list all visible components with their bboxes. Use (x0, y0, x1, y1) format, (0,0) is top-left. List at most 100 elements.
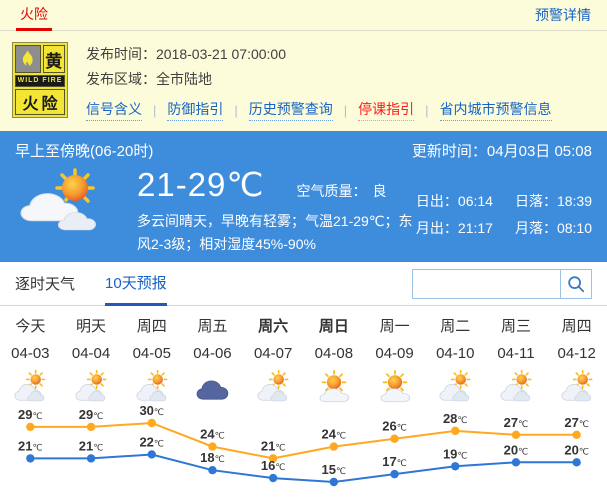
temp-point (390, 469, 399, 479)
forecast-day-column[interactable]: 周五 04-06 (182, 318, 243, 404)
badge-type-char: 火 (22, 96, 39, 113)
partly-cloudy-icon (439, 370, 471, 402)
forecast-day-columns: 今天 04-03 明天 04-04 周四 04-05 周五 04-06 周六 04-07 周日 04-… (0, 318, 607, 404)
day-name: 今天 (15, 318, 46, 335)
warning-link[interactable]: 停课指引 (358, 99, 415, 121)
sunrise-item: 日出：06:14 (415, 193, 493, 209)
partly-cloudy-icon (136, 370, 168, 402)
temperature-range: 21-29℃ (137, 166, 265, 203)
day-name: 周二 (440, 318, 471, 335)
search-button[interactable] (560, 268, 592, 299)
temp-label: 27℃ (504, 415, 529, 430)
moonset-item: 月落：08:10 (514, 220, 592, 236)
publish-time-value: 2018-03-21 07:00:00 (156, 46, 286, 62)
air-quality-label: 空气质量： (296, 183, 367, 199)
forecast-day-column[interactable]: 周日 04-08 (304, 318, 365, 404)
temp-label: 27℃ (564, 415, 589, 430)
link-divider: | (153, 102, 157, 118)
day-date: 04-09 (375, 345, 414, 362)
forecast-day-column[interactable]: 周三 04-11 (486, 318, 547, 404)
warning-info: 发布时间：2018-03-21 07:00:00 发布区域：全市陆地 信号含义 |… (86, 42, 592, 131)
badge-type-char: 险 (41, 96, 58, 113)
forecast-day-column[interactable]: 周四 04-05 (121, 318, 182, 404)
tab-ten-day-forecast[interactable]: 10天预报 (105, 262, 167, 306)
temp-point (147, 418, 156, 428)
temp-label: 19℃ (443, 446, 468, 461)
day-name: 周五 (197, 318, 228, 335)
publish-time-label: 发布时间： (86, 46, 156, 62)
partly-cloudy-icon (500, 370, 532, 402)
badge-top-row: 黄 (15, 45, 65, 73)
temp-point (572, 458, 581, 467)
temp-point (451, 426, 460, 436)
mostly-sunny-icon (380, 370, 410, 403)
forecast-day-column[interactable]: 周六 04-07 (243, 318, 304, 404)
publish-area-value: 全市陆地 (156, 71, 212, 87)
temp-line (30, 453, 577, 484)
temp-point (208, 442, 217, 451)
temp-point (86, 454, 96, 463)
forecast-day-column[interactable]: 明天 04-04 (61, 318, 122, 404)
day-name: 周六 (258, 318, 289, 335)
temp-label: 29℃ (79, 407, 104, 422)
day-name: 周四 (561, 318, 592, 335)
city-search (412, 262, 592, 305)
fire-warning-badge: 黄 WILD FIRE 火 险 (12, 42, 68, 118)
temp-point (268, 454, 278, 463)
link-divider: | (234, 102, 238, 118)
temp-label: 21℃ (261, 438, 286, 453)
temp-point (329, 442, 339, 451)
temp-label: 17℃ (382, 454, 407, 469)
day-date: 04-07 (253, 345, 293, 362)
temp-label: 15℃ (322, 462, 347, 477)
warning-link[interactable]: 省内城市预警信息 (439, 99, 552, 121)
partly-cloudy-icon (257, 370, 289, 402)
warning-link[interactable]: 信号含义 (86, 99, 142, 121)
current-weather-body: 21-29℃ 空气质量： 良 多云间晴天，早晚有轻雾；气温21-29℃；东风2-… (15, 165, 592, 256)
warning-link[interactable]: 历史预警查询 (248, 99, 333, 121)
day-date: 04-12 (557, 345, 596, 362)
temp-point (390, 434, 399, 443)
temp-point (511, 458, 521, 467)
temp-label: 24℃ (322, 427, 347, 442)
day-date: 04-10 (436, 345, 475, 362)
forecast-day-column[interactable]: 周四 04-12 (546, 318, 607, 404)
current-weather-main: 21-29℃ 空气质量： 良 多云间晴天，早晚有轻雾；气温21-29℃；东风2-… (137, 165, 416, 256)
current-weather-panel: 早上至傍晚(06-20时) 更新时间：04月03日 05:08 21-29℃ 空… (0, 131, 607, 262)
warning-detail-link[interactable]: 预警详情 (535, 7, 591, 23)
partly-cloudy-icon (14, 370, 46, 402)
temp-point (511, 430, 521, 439)
weather-description: 多云间晴天，早晚有轻雾；气温21-29℃；东风2-3级；相对湿度45%-90% (137, 213, 413, 252)
badge-band-text: WILD FIRE (15, 75, 65, 87)
day-name: 周三 (500, 318, 531, 335)
warning-link[interactable]: 防御指引 (167, 99, 224, 121)
tab-fire-risk[interactable]: 火险 (16, 0, 52, 31)
forecast-period-label: 早上至傍晚(06-20时) (15, 143, 154, 160)
day-date: 04-06 (193, 345, 232, 362)
forecast-day-column[interactable]: 周二 04-10 (425, 318, 486, 404)
temp-label: 21℃ (18, 438, 43, 453)
flame-icon (15, 45, 41, 73)
temp-label: 20℃ (564, 442, 589, 457)
moonrise-item: 月出：21:17 (415, 220, 493, 236)
search-input[interactable] (412, 268, 560, 299)
day-date: 04-05 (132, 345, 171, 362)
forecast-day-column[interactable]: 今天 04-03 (0, 318, 61, 404)
temp-point (451, 462, 460, 471)
update-time-label: 更新时间：04月03日 05:08 (411, 143, 592, 160)
badge-type-text: 火 险 (15, 89, 65, 115)
fire-warning-section: 黄 WILD FIRE 火 险 发布时间：2018-03-21 07:00:00… (0, 31, 607, 131)
temp-label: 26℃ (382, 419, 407, 434)
publish-area-label: 发布区域： (86, 71, 156, 87)
mostly-sunny-icon (319, 370, 349, 403)
tab-hourly-weather[interactable]: 逐时天气 (15, 276, 76, 293)
temp-point (329, 477, 339, 487)
link-divider: | (425, 102, 429, 118)
forecast-day-column[interactable]: 周一 04-09 (364, 318, 425, 404)
temp-label: 21℃ (79, 438, 104, 453)
partly-cloudy-icon (75, 370, 107, 402)
forecast-tabbar: 逐时天气 10天预报 (0, 262, 607, 306)
temp-line (30, 421, 577, 460)
day-name: 明天 (76, 318, 107, 335)
